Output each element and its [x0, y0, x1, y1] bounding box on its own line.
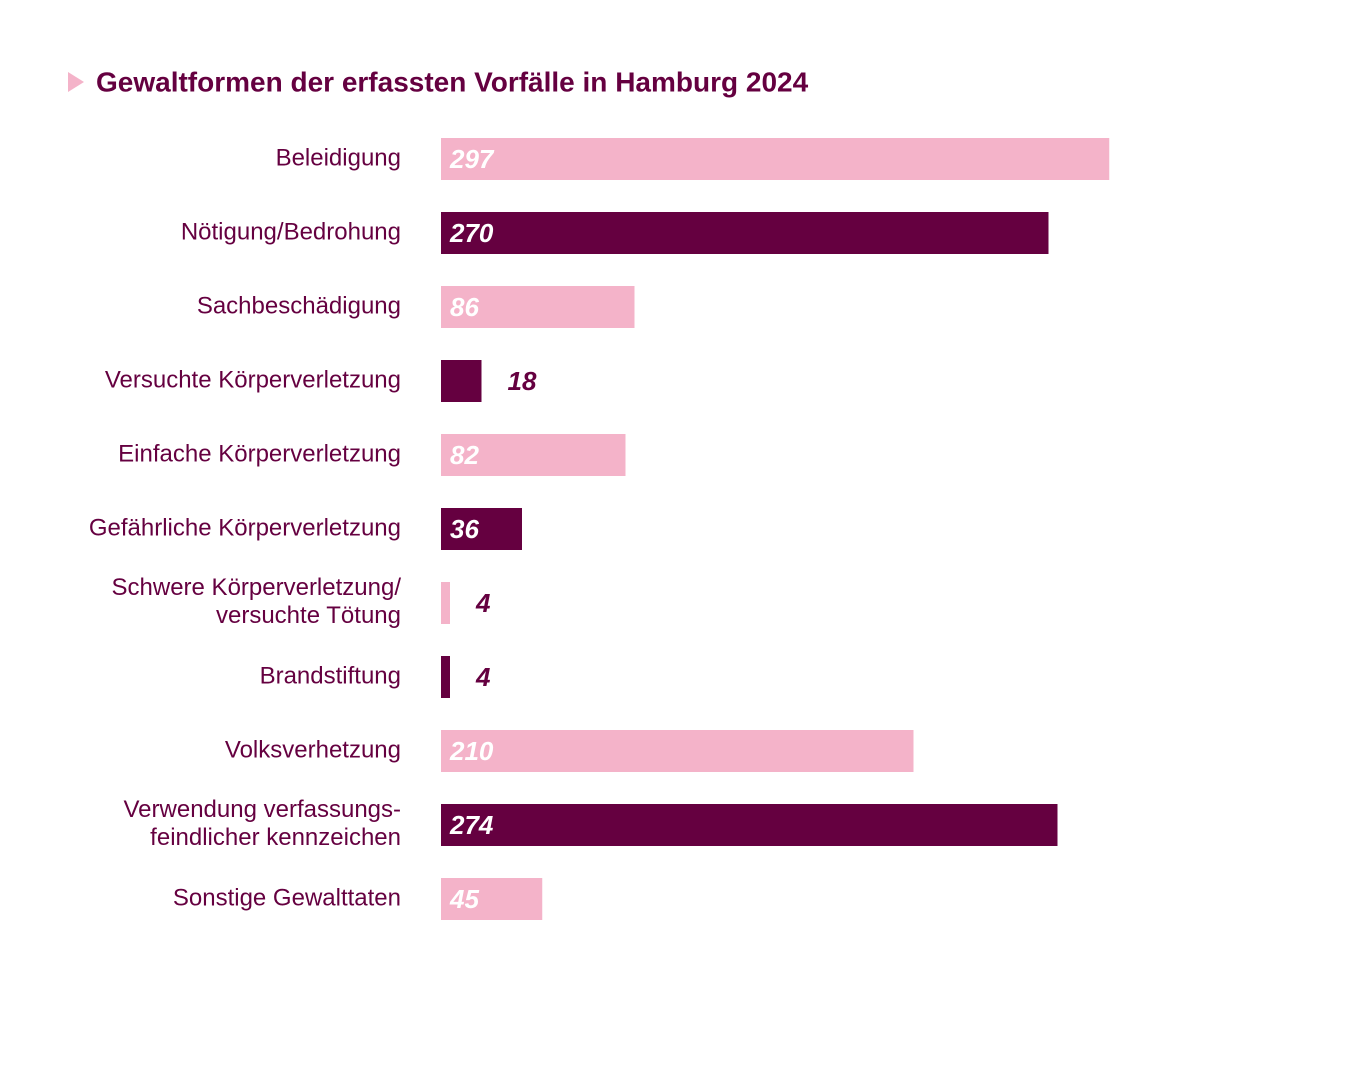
value-label: 86 — [450, 292, 479, 322]
bar — [441, 582, 450, 624]
bar — [441, 730, 914, 772]
category-label: Beleidigung — [276, 144, 401, 171]
category-label: Sachbeschädigung — [197, 292, 401, 319]
category-label: Brandstiftung — [260, 662, 401, 689]
value-label: 36 — [450, 514, 479, 544]
category-label-line: versuchte Tötung — [216, 602, 401, 629]
value-label: 210 — [449, 736, 494, 766]
value-label: 270 — [449, 218, 494, 248]
category-label-line: Verwendung verfassungs- — [124, 796, 402, 823]
bar — [441, 360, 482, 402]
bar — [441, 434, 626, 476]
category-label: Gefährliche Körperverletzung — [89, 514, 401, 541]
category-label: Verwendung verfassungs-feindlicher kennz… — [124, 796, 402, 851]
category-label-line: feindlicher kennzeichen — [150, 824, 401, 851]
value-label: 4 — [475, 588, 491, 618]
category-label: Nötigung/Bedrohung — [181, 218, 401, 245]
category-label: Schwere Körperverletzung/versuchte Tötun… — [112, 574, 402, 629]
value-label: 18 — [508, 366, 537, 396]
bar — [441, 508, 522, 550]
value-label: 297 — [449, 144, 495, 174]
value-label: 274 — [449, 810, 494, 840]
bar — [441, 212, 1049, 254]
bar — [441, 138, 1110, 180]
category-label: Versuchte Körperverletzung — [105, 366, 401, 393]
bar — [441, 878, 543, 920]
category-label: Sonstige Gewalttaten — [173, 884, 401, 911]
value-label: 4 — [475, 662, 491, 692]
value-label: 82 — [450, 440, 479, 470]
bar — [441, 286, 635, 328]
category-label: Volksverhetzung — [225, 736, 401, 763]
category-label: Einfache Körperverletzung — [118, 440, 401, 467]
title-marker — [68, 72, 84, 92]
category-label-line: Schwere Körperverletzung/ — [112, 574, 402, 601]
value-label: 45 — [449, 884, 479, 914]
bar — [441, 656, 450, 698]
chart-title: Gewaltformen der erfassten Vorfälle in H… — [96, 66, 809, 97]
bar — [441, 804, 1058, 846]
